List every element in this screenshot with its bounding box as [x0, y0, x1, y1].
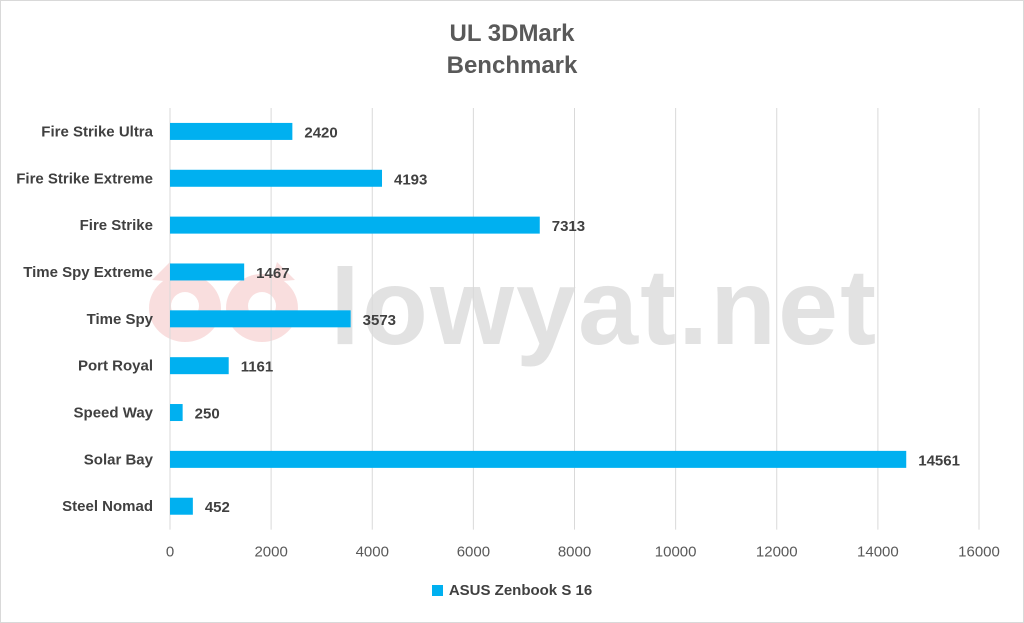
category-label: Fire Strike Extreme: [16, 170, 153, 187]
legend-label: ASUS Zenbook S 16: [448, 582, 593, 599]
bar: [170, 169, 383, 187]
data-label: 250: [195, 406, 220, 423]
x-tick-label: 8000: [558, 544, 591, 561]
x-tick-label: 16000: [958, 544, 1000, 561]
legend: ASUS Zenbook S 16: [0, 582, 1024, 599]
data-label: 2420: [304, 124, 337, 141]
bar: [170, 122, 293, 140]
chart-title: UL 3DMark Benchmark: [0, 18, 1024, 82]
category-label: Fire Strike Ultra: [41, 123, 153, 140]
bar: [170, 450, 907, 468]
bar: [170, 216, 540, 234]
x-tick-label: 14000: [857, 544, 899, 561]
data-label: 1467: [256, 265, 289, 282]
data-label: 14561: [918, 452, 960, 469]
chart-title-line-1: UL 3DMark: [449, 20, 575, 47]
bar: [170, 263, 245, 281]
data-label: 3573: [363, 312, 396, 329]
x-tick-label: 4000: [356, 544, 389, 561]
legend-swatch: [431, 584, 443, 596]
data-label: 4193: [394, 171, 427, 188]
category-label: Time Spy: [87, 311, 154, 328]
data-label: 7313: [552, 218, 585, 235]
category-label: Solar Bay: [84, 451, 154, 468]
x-tick-label: 10000: [655, 544, 697, 561]
bars: [170, 122, 907, 515]
x-tick-label: 6000: [457, 544, 490, 561]
labels: 0 2000 4000 6000 8000 10000 12000 14000 16000 Fir…: [16, 123, 1000, 560]
category-label: Speed Way: [74, 405, 154, 422]
category-label: Steel Nomad: [62, 498, 153, 515]
data-label: 452: [205, 499, 230, 516]
bar: [170, 404, 183, 422]
x-tick-label: 0: [166, 544, 174, 561]
bar: [170, 310, 351, 328]
category-label: Port Royal: [78, 358, 153, 375]
chart-title-line-2: Benchmark: [446, 52, 578, 79]
bar: [170, 497, 193, 515]
bar: [170, 357, 229, 375]
data-label: 1161: [241, 359, 274, 376]
category-label: Time Spy Extreme: [23, 264, 153, 281]
x-tick-label: 12000: [756, 544, 798, 561]
watermark-text: lowyat.net: [330, 246, 879, 367]
x-tick-label: 2000: [254, 544, 287, 561]
category-label: Fire Strike: [80, 217, 153, 234]
